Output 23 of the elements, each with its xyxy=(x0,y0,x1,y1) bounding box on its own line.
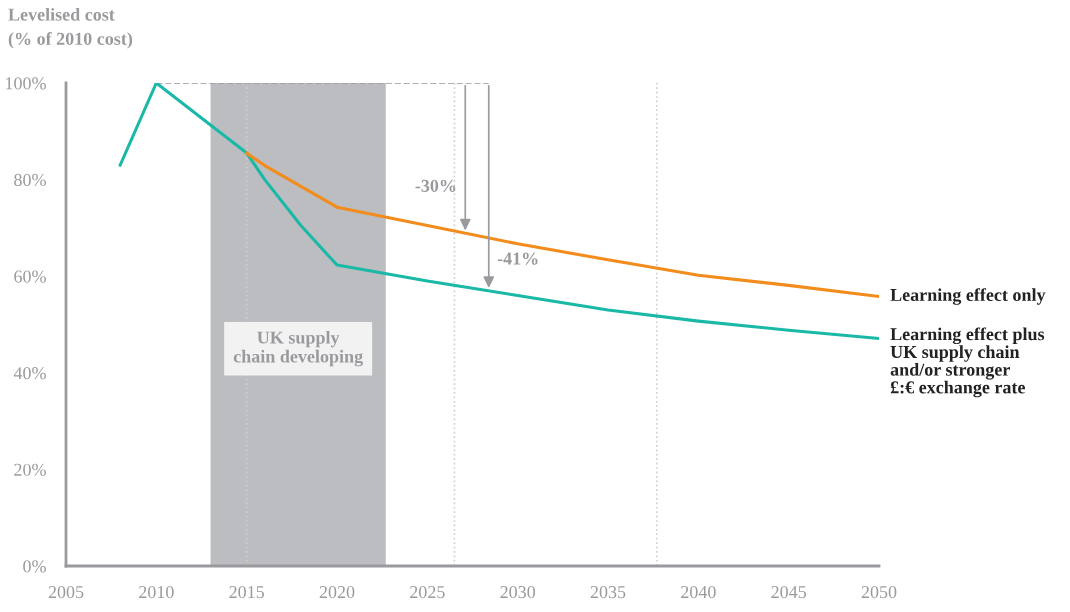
y-tick-label: 100% xyxy=(6,77,46,90)
annotation: -41% xyxy=(497,252,538,265)
x-tick-label: 2050 xyxy=(861,585,897,599)
x-tick-label: 2020 xyxy=(319,585,355,599)
x-tick-label: 2040 xyxy=(681,585,716,599)
x-tick-label: 2025 xyxy=(410,585,445,599)
x-tick-label: 2045 xyxy=(771,585,807,599)
y-tick-label: 80% xyxy=(14,173,46,187)
x-tick-label: 2030 xyxy=(500,585,536,599)
x-tick-label: 2035 xyxy=(590,585,626,599)
y-tick-label: 40% xyxy=(13,367,46,380)
series-label: Learning effect plus UK supply chain and/or stronger £:€ exchange rate xyxy=(890,327,1045,398)
y-tick-label: 20% xyxy=(14,463,46,476)
x-tick-label: 2005 xyxy=(48,585,84,599)
y-axis-title: Levelised cost (% of 2010 cost) xyxy=(8,8,133,49)
y-tick-label: 60% xyxy=(14,270,46,283)
line-series xyxy=(245,151,879,299)
x-tick-label: 2010 xyxy=(139,585,174,599)
band-label: UK supply chain developing xyxy=(233,330,363,367)
annotation: -30% xyxy=(415,179,456,192)
series-label: Learning effect only xyxy=(890,288,1046,305)
x-tick-label: 2015 xyxy=(229,585,265,599)
y-tick-label: 0% xyxy=(23,560,46,573)
